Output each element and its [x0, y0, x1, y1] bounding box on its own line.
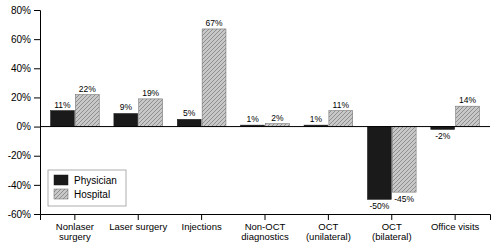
x-tick: Nonlasersurgery — [56, 214, 94, 242]
y-tick-label: 20% — [11, 92, 31, 103]
data-label: 1% — [246, 114, 259, 124]
y-tick-mark — [34, 156, 40, 157]
y-axis: -60% -40% -20% 0% 20% 40% 60% 80% — [8, 5, 41, 220]
x-axis-line — [41, 215, 491, 221]
x-tick-label: OCT(bilateral) — [372, 221, 412, 242]
data-label: 2% — [271, 113, 284, 123]
data-label: -45% — [394, 194, 414, 204]
x-axis: Nonlasersurgery Laser surgery Injections No… — [41, 214, 491, 242]
x-tick-mark — [455, 214, 456, 220]
x-tick-label-line: Injections — [182, 221, 222, 232]
x-tick-mark — [138, 214, 139, 220]
y-tick-label: -60% — [8, 209, 31, 220]
legend-label: Hospital — [74, 189, 110, 200]
x-tick: Office visits — [431, 214, 480, 232]
data-label: 5% — [183, 108, 196, 118]
x-tick-label-line: Laser surgery — [109, 221, 167, 232]
x-tick-label: Laser surgery — [109, 221, 167, 232]
x-tick-label-line: Nonlaser — [56, 221, 94, 232]
y-tick-label: -40% — [8, 180, 31, 191]
x-tick: Injections — [182, 214, 222, 232]
y-tick: 60% — [11, 34, 40, 45]
y-tick: 80% — [11, 5, 40, 16]
y-tick-label: 60% — [11, 34, 31, 45]
y-tick-label: 40% — [11, 63, 31, 74]
legend-frame — [48, 170, 126, 206]
legend-swatch — [54, 175, 68, 185]
x-tick-mark — [391, 214, 392, 220]
data-label: -50% — [369, 201, 389, 211]
bar — [329, 111, 353, 127]
y-tick: 40% — [11, 63, 40, 74]
y-tick-mark — [34, 10, 40, 11]
bars — [51, 29, 480, 199]
y-tick-mark — [34, 185, 40, 186]
x-tick: OCT(bilateral) — [372, 214, 412, 242]
series-bars — [75, 29, 479, 192]
x-tick-label-line: diagnostics — [241, 231, 289, 242]
x-tick-label-line: OCT — [318, 221, 338, 232]
x-tick-mark — [328, 214, 329, 220]
bar — [139, 99, 163, 127]
y-tick-mark — [34, 39, 40, 40]
plot: -60% -40% -20% 0% 20% 40% 60% 80% Nonlasersurger… — [8, 5, 491, 242]
y-tick: 0% — [17, 121, 40, 132]
y-tick-mark — [34, 127, 40, 128]
x-tick-label: OCT(unilateral) — [306, 221, 351, 242]
bar — [202, 29, 226, 127]
x-tick-label-line: (unilateral) — [306, 231, 351, 242]
y-tick-mark — [34, 214, 40, 215]
legend-item: Physician — [54, 175, 117, 186]
legend-swatch — [54, 189, 68, 199]
legend-item: Hospital — [54, 189, 110, 200]
x-tick-mark — [265, 214, 266, 220]
x-tick-label: Injections — [182, 221, 222, 232]
bar — [392, 127, 416, 193]
x-tick-label-line: OCT — [382, 221, 402, 232]
y-tick-label: 80% — [11, 5, 31, 16]
x-tick-label: Nonlasersurgery — [56, 221, 94, 242]
x-tick-label-line: Office visits — [431, 221, 480, 232]
x-tick-label: Office visits — [431, 221, 480, 232]
bar — [177, 119, 201, 126]
data-label: 67% — [206, 18, 223, 28]
y-tick-mark — [34, 97, 40, 98]
x-tick-label: Non-OCTdiagnostics — [241, 221, 289, 242]
y-axis-line — [34, 11, 41, 215]
x-tick-mark — [74, 214, 75, 220]
data-label: 14% — [459, 95, 476, 105]
x-tick-label-line: Non-OCT — [245, 221, 286, 232]
data-label: 19% — [142, 88, 159, 98]
bar — [367, 127, 391, 200]
chart: -60% -40% -20% 0% 20% 40% 60% 80% Nonlasersurger… — [0, 0, 500, 250]
legend-label: Physician — [74, 175, 117, 186]
x-tick-label-line: (bilateral) — [372, 231, 412, 242]
bar — [456, 106, 480, 126]
y-tick: -20% — [8, 150, 40, 161]
y-tick: -60% — [8, 209, 40, 220]
y-tick-label: -20% — [8, 150, 31, 161]
x-tick: Laser surgery — [109, 214, 167, 232]
x-tick-label-line: surgery — [59, 231, 91, 242]
legend: Physician Hospital — [48, 170, 126, 206]
y-tick: -40% — [8, 180, 40, 191]
data-label: 9% — [120, 102, 133, 112]
x-tick-mark — [201, 214, 202, 220]
data-label: -2% — [435, 131, 451, 141]
bar — [75, 95, 99, 127]
data-label: 11% — [333, 100, 350, 110]
zero-line — [40, 126, 490, 127]
data-label: 11% — [54, 100, 71, 110]
data-label: 1% — [310, 114, 323, 124]
x-tick: Non-OCTdiagnostics — [241, 214, 289, 242]
x-tick: OCT(unilateral) — [306, 214, 351, 242]
y-tick: 20% — [11, 92, 40, 103]
bar — [51, 111, 75, 127]
bar — [114, 113, 138, 126]
data-label: 22% — [79, 84, 96, 94]
y-tick-mark — [34, 68, 40, 69]
y-tick-label: 0% — [17, 121, 32, 132]
